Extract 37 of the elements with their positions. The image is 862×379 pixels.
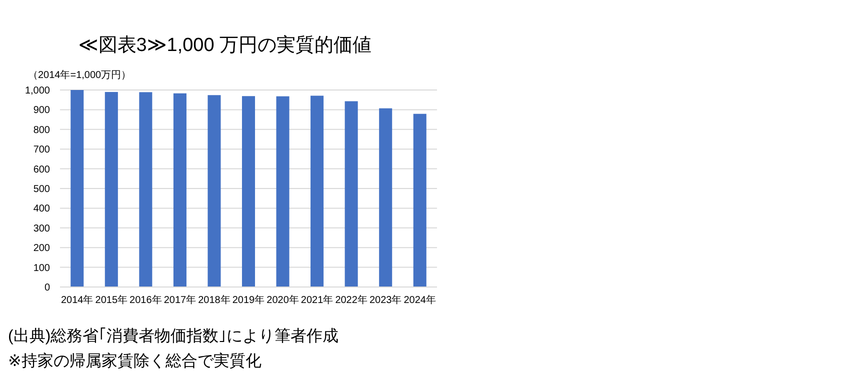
bar bbox=[139, 92, 152, 287]
x-tick-label: 2017年 bbox=[164, 294, 196, 306]
bar bbox=[242, 96, 256, 287]
bar bbox=[276, 96, 290, 287]
x-tick-label: 2019年 bbox=[232, 294, 265, 306]
bar bbox=[104, 92, 118, 287]
bar bbox=[379, 108, 392, 287]
x-tick-label: 2023年 bbox=[369, 294, 402, 306]
y-tick-label: 500 bbox=[33, 184, 50, 195]
x-tick-label: 2021年 bbox=[300, 294, 334, 306]
x-tick-label: 2024年 bbox=[404, 294, 436, 306]
bar bbox=[310, 96, 324, 287]
y-tick-label: 300 bbox=[33, 223, 50, 234]
x-tick-label: 2015年 bbox=[95, 294, 128, 306]
bar bbox=[173, 93, 186, 287]
x-tick-label: 2022年 bbox=[335, 294, 368, 306]
y-tick-label: 600 bbox=[33, 164, 50, 176]
x-tick-label: 2016年 bbox=[130, 294, 162, 306]
x-tick-label: 2020年 bbox=[266, 294, 299, 306]
y-tick-label: 800 bbox=[33, 124, 50, 136]
y-tick-label: 900 bbox=[33, 105, 50, 116]
bar bbox=[208, 95, 221, 287]
y-tick-label: 100 bbox=[33, 262, 50, 274]
bar bbox=[344, 101, 358, 287]
y-tick-label: 0 bbox=[44, 282, 50, 294]
x-tick-label: 2014年 bbox=[61, 294, 94, 306]
bar bbox=[413, 114, 426, 287]
y-tick-label: 1,000 bbox=[24, 86, 50, 96]
y-tick-label: 400 bbox=[33, 204, 50, 215]
bar bbox=[70, 90, 84, 287]
chart-title: ≪図表3≫1,000 万円の実質的価値 bbox=[78, 34, 372, 56]
text: (出典)総務省｢消費者物価指数｣により筆者作成 bbox=[8, 327, 339, 345]
text: ※持家の帰属家賃除く総合で実質化 bbox=[8, 352, 262, 370]
x-tick-label: 2018年 bbox=[198, 294, 230, 306]
y-axis-title: （2014年=1,000万円） bbox=[28, 69, 132, 81]
y-tick-label: 700 bbox=[33, 144, 50, 156]
y-tick-label: 200 bbox=[33, 243, 50, 254]
